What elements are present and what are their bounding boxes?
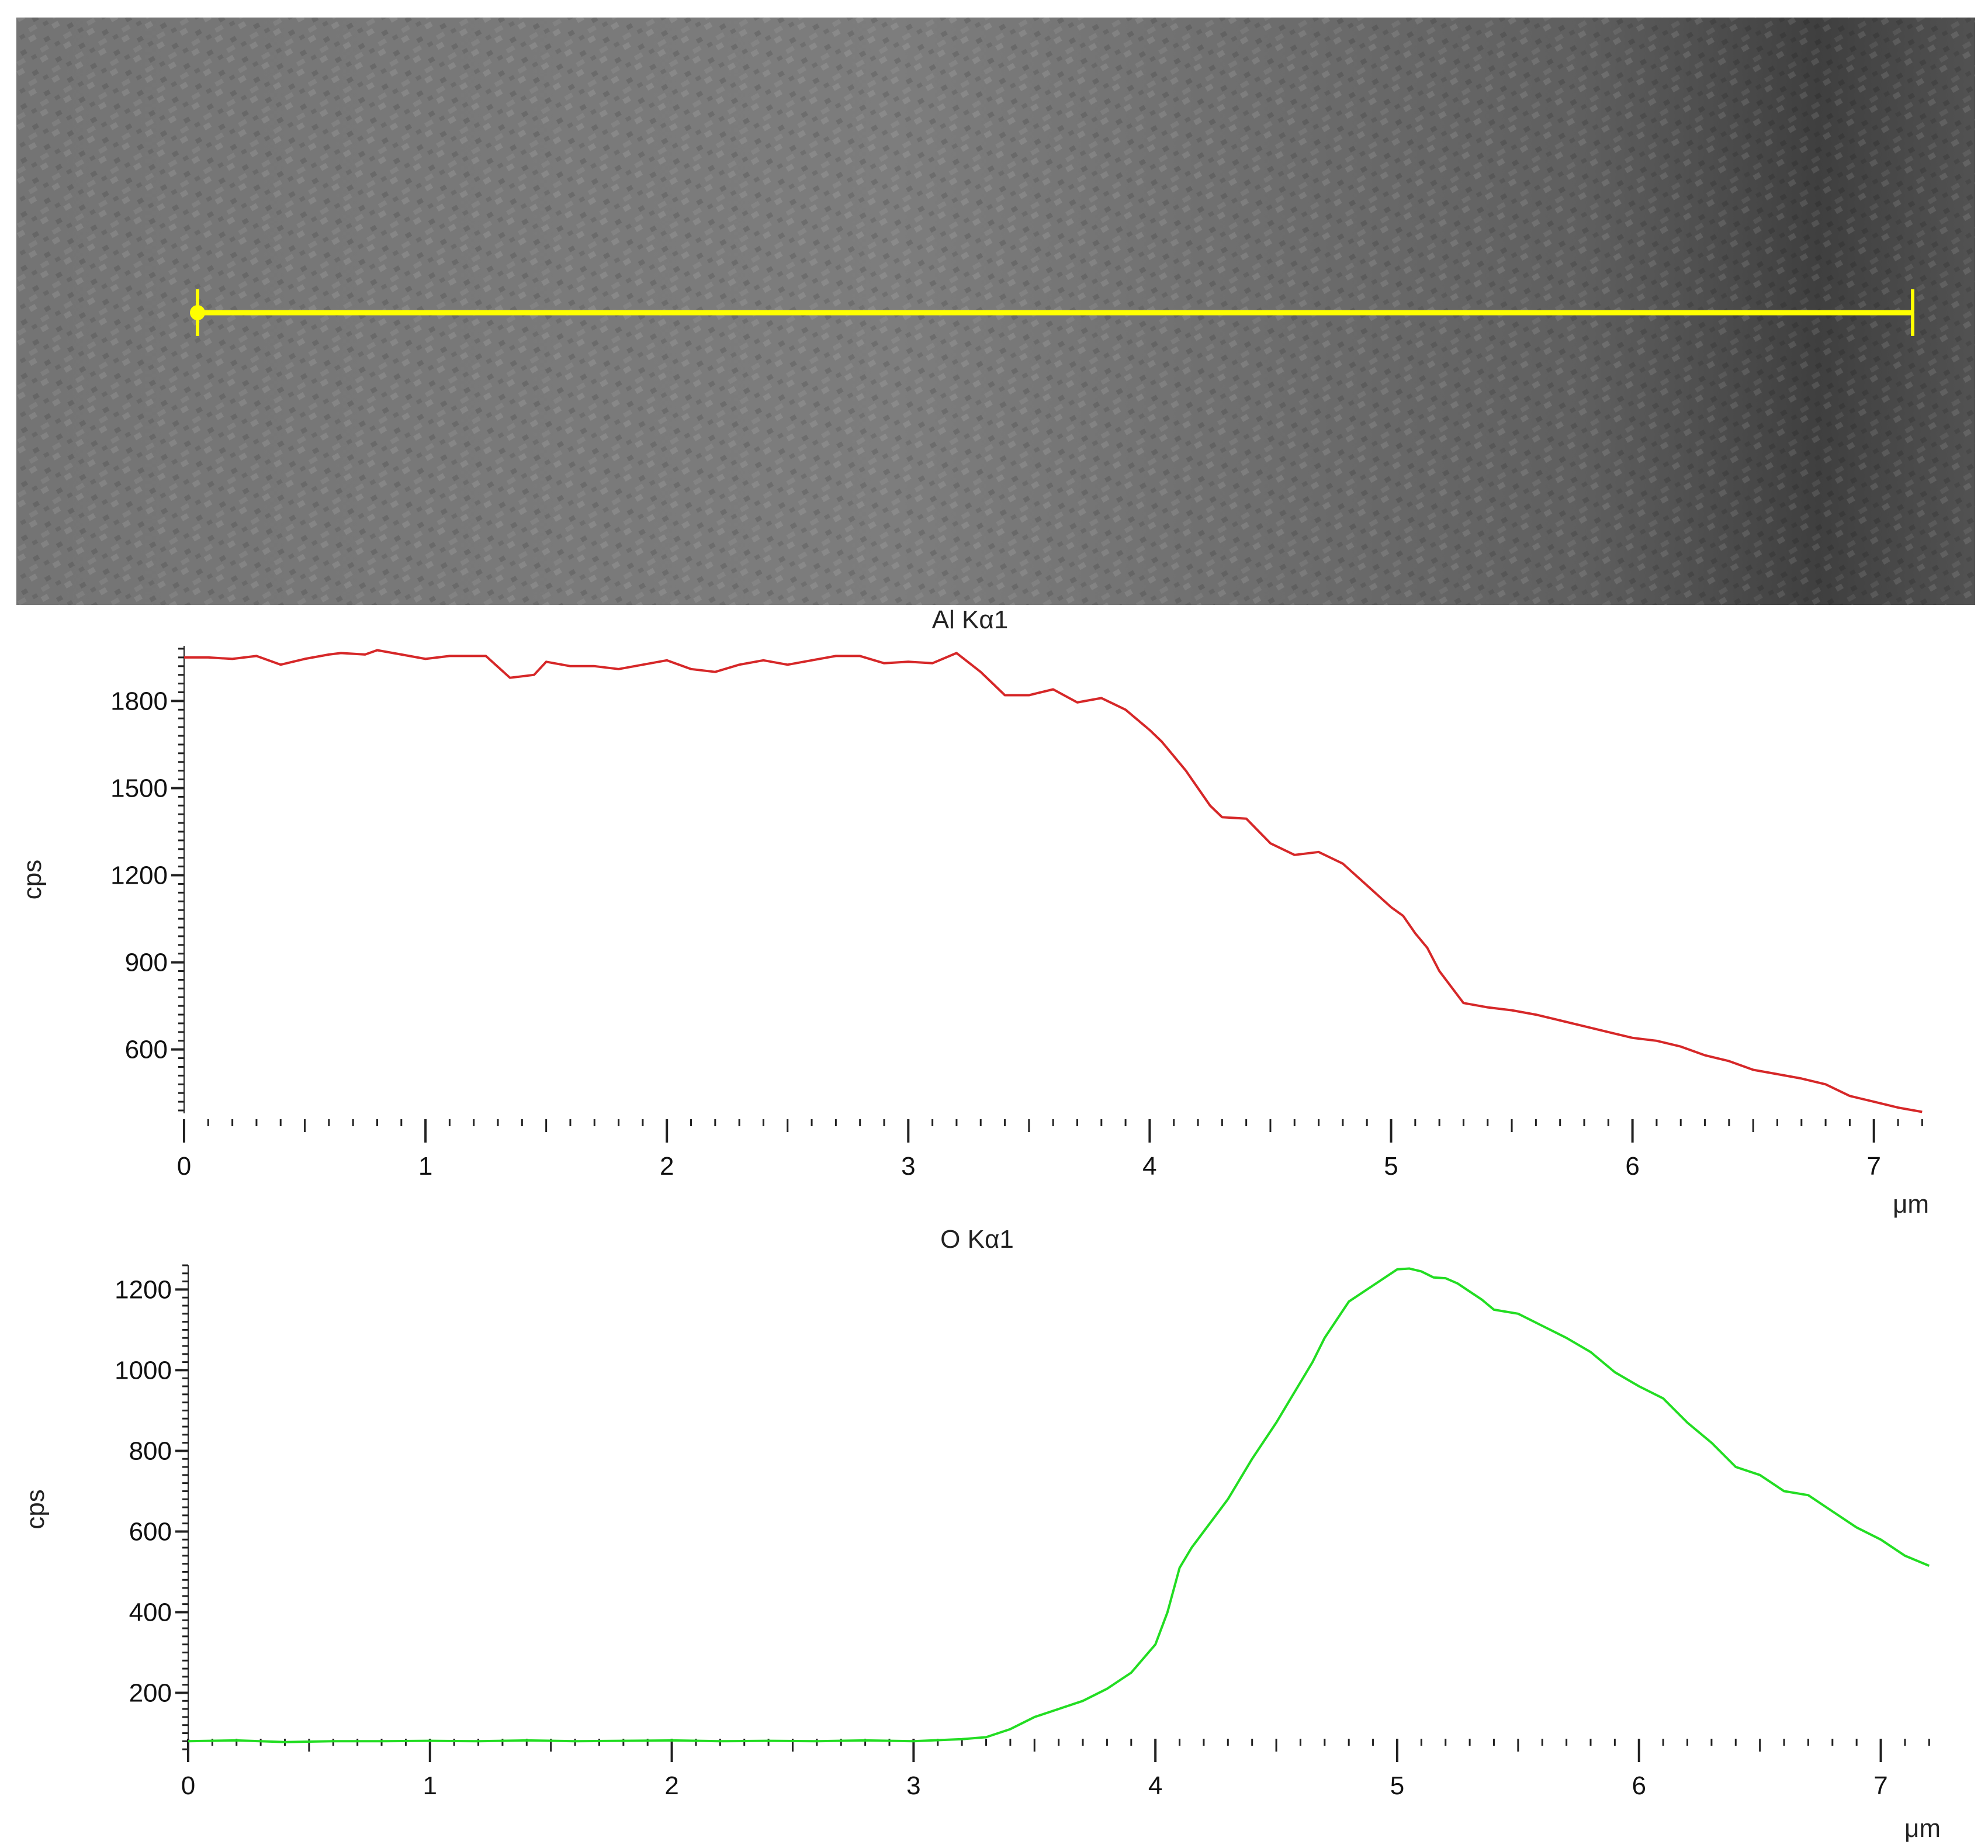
- chart-1-series-line: [188, 1267, 1930, 1743]
- o-kalpha1-chart: O Kα1 cps μm 200 400 600 800 1000 1200 0 1 2 3 4 5 6 7: [0, 1224, 1988, 1848]
- chart-0-y-tick-label: 1200: [110, 861, 168, 890]
- chart-0-y-tick-label: 900: [125, 949, 168, 977]
- chart-1-y-tick-label: 400: [129, 1598, 172, 1626]
- chart-1-x-tick-label: 4: [1148, 1771, 1162, 1800]
- chart-1-x-tick-label: 6: [1632, 1771, 1646, 1800]
- chart-1-y-tick-label: 200: [129, 1679, 172, 1707]
- sem-micrograph: [16, 18, 1975, 605]
- chart-1-x-tick-label: 2: [664, 1771, 678, 1800]
- chart-0-series-line: [184, 649, 1923, 1113]
- chart-0-ylabel: cps: [18, 860, 47, 899]
- chart-1-x-axis: 0 1 2 3 4 5 6 7: [181, 1739, 1930, 1800]
- chart-0-x-tick-label: 5: [1384, 1152, 1398, 1181]
- chart-1-y-axis: 200 400 600 800 1000 1200: [115, 1264, 189, 1753]
- chart-1-title: O Kα1: [940, 1225, 1014, 1254]
- chart-0-x-tick-label: 3: [901, 1152, 915, 1181]
- chart-1-x-tick-label: 3: [906, 1771, 920, 1800]
- chart-1-x-tick-label: 7: [1873, 1771, 1887, 1800]
- chart-0-y-tick-label: 1800: [110, 687, 168, 715]
- chart-0-title: Al Kα1: [932, 605, 1009, 634]
- chart-1-y-tick-label: 800: [129, 1437, 172, 1465]
- chart-1-x-tick-label: 0: [181, 1771, 195, 1800]
- chart-1-y-tick-label: 1200: [115, 1275, 172, 1304]
- chart-1-x-tick-label: 5: [1390, 1771, 1404, 1800]
- chart-0-y-tick-label: 600: [125, 1036, 168, 1064]
- chart-1-y-tick-label: 600: [129, 1517, 172, 1546]
- chart-0-y-tick-label: 1500: [110, 774, 168, 802]
- chart-0-x-tick-label: 4: [1142, 1152, 1156, 1181]
- chart-1-x-tick-label: 1: [423, 1771, 437, 1800]
- chart-0-x-axis: 0 1 2 3 4 5 6 7: [177, 1119, 1923, 1181]
- line-scan-marker[interactable]: [190, 289, 1914, 336]
- line-scan-start-dot[interactable]: [190, 305, 205, 320]
- chart-0-x-tick-label: 7: [1866, 1152, 1880, 1181]
- chart-0-y-axis: 600 900 1200 1500 1800: [110, 646, 185, 1113]
- al-kalpha1-chart: Al Kα1 cps μm 600 900 1200 1500 1800 0 1 2 3 4 5 6 7: [0, 605, 1988, 1224]
- chart-0-x-tick-label: 6: [1625, 1152, 1639, 1181]
- chart-0-x-tick-label: 2: [660, 1152, 674, 1181]
- chart-0-xlabel: μm: [1893, 1190, 1929, 1219]
- chart-1-ylabel: cps: [21, 1489, 50, 1529]
- chart-1-y-tick-label: 1000: [115, 1356, 172, 1385]
- chart-0-x-tick-label: 0: [177, 1152, 191, 1181]
- chart-1-xlabel: μm: [1904, 1814, 1941, 1843]
- chart-0-x-tick-label: 1: [418, 1152, 432, 1181]
